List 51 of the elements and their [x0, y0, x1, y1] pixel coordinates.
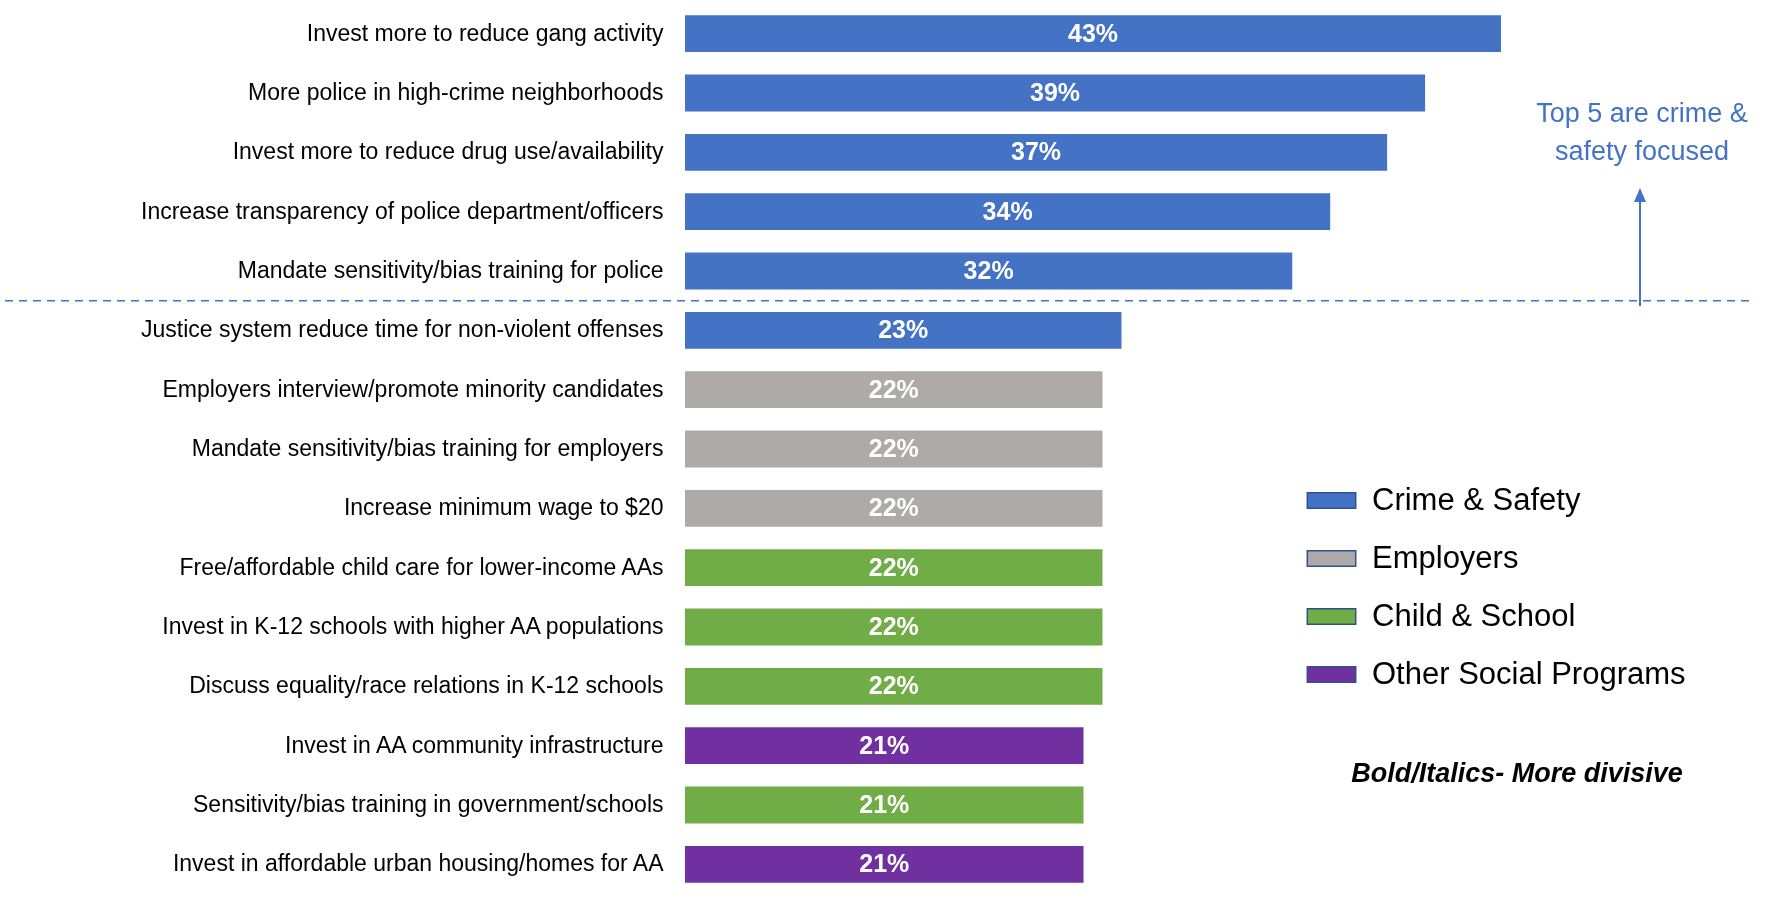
y-tick-label: Increase minimum wage to $20: [343, 494, 664, 521]
bar: [685, 667, 1103, 705]
y-tick-label: Invest in K-12 schools with higher AA populations: [162, 613, 664, 639]
legend-label: Child & School: [1372, 597, 1576, 633]
y-tick-label: Invest more to reduce drug use/availability: [232, 138, 664, 165]
y-tick-label: Invest in AA community infrastructure: [285, 731, 664, 758]
bar: [685, 15, 1501, 53]
data-label: 37%: [1011, 137, 1062, 166]
bar: [685, 311, 1122, 349]
data-label: 22%: [868, 552, 919, 581]
data-label: 21%: [859, 790, 910, 818]
data-label: 22%: [868, 434, 919, 462]
annotation: Bold/Italics- More divisive: [1351, 758, 1683, 788]
bar: [685, 489, 1103, 527]
legend-label: Employers: [1372, 539, 1519, 575]
y-tick-label: More police in high-crime neighborhoods: [247, 79, 664, 105]
bar: [685, 371, 1103, 409]
bar: [685, 608, 1103, 646]
bar: [685, 74, 1426, 112]
y-tick-label: Mandate sensitivity/bias training for employers: [191, 435, 664, 461]
bar: [685, 252, 1293, 290]
data-label: 22%: [868, 612, 919, 640]
bar: [685, 430, 1103, 468]
bar: [685, 549, 1103, 587]
y-tick-label: Employers interview/promote minority candidates: [162, 375, 664, 402]
y-tick-label: Mandate sensitivity/bias training for police: [237, 257, 664, 283]
data-label: 22%: [868, 671, 919, 700]
legend-label: Other Social Programs: [1372, 655, 1686, 691]
data-label: 21%: [859, 730, 910, 759]
bar: [685, 133, 1388, 171]
y-tick-label: Discuss equality/race relations in K-12 schools: [189, 672, 664, 699]
bar: [685, 845, 1084, 883]
y-tick-label: Sensitivity/bias training in government/schools: [193, 791, 664, 817]
y-tick-label: Invest more to reduce gang activity: [306, 19, 664, 46]
data-label: 32%: [963, 256, 1014, 284]
text: Top 5 are crime & safety focused: [1536, 98, 1748, 166]
y-tick-label: Justice system reduce time for non-violent offenses: [141, 316, 664, 343]
legend-label: Crime & Safety: [1372, 481, 1581, 517]
bar: [685, 786, 1084, 824]
y-tick-label: Invest in affordable urban housing/homes for AA: [172, 850, 665, 877]
data-label: 23%: [878, 315, 929, 344]
data-label: 21%: [859, 849, 910, 878]
y-tick-label: Free/affordable child care for lower-income AAs: [179, 553, 664, 580]
y-tick-label: Increase transparency of police department/officers: [141, 197, 664, 224]
data-label: 22%: [868, 374, 919, 403]
data-label: 43%: [1067, 18, 1119, 47]
data-label: 34%: [982, 196, 1033, 225]
bar: [685, 193, 1331, 231]
data-label: 22%: [868, 493, 919, 522]
data-label: 39%: [1030, 78, 1081, 106]
bar: [685, 727, 1084, 765]
